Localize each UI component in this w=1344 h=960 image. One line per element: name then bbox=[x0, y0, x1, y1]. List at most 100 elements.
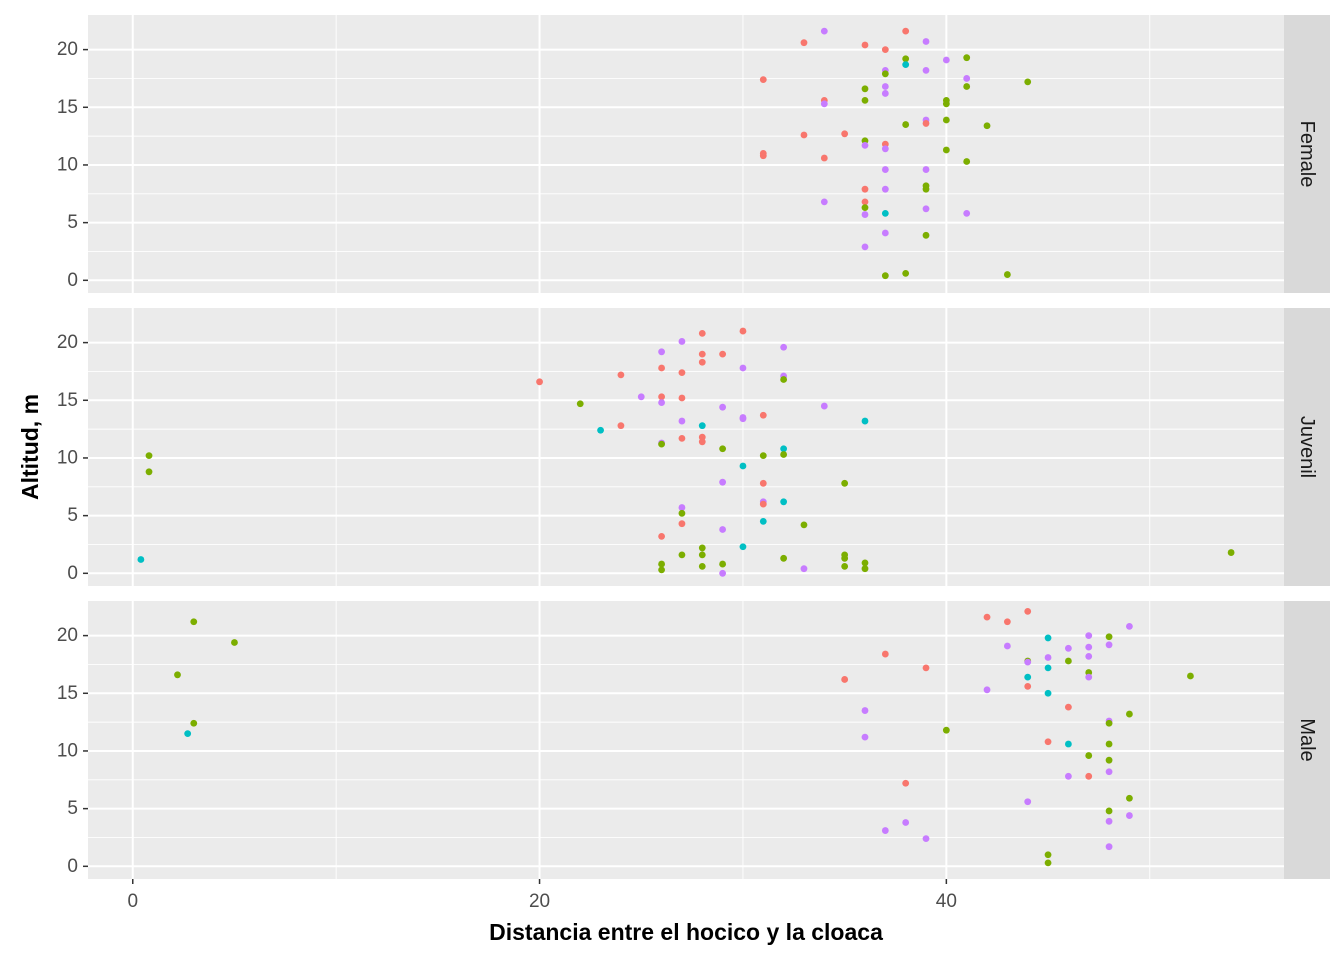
data-point bbox=[1105, 641, 1113, 649]
data-point bbox=[780, 343, 788, 351]
data-point bbox=[1105, 633, 1113, 641]
data-point bbox=[1126, 710, 1133, 718]
data-point bbox=[881, 83, 889, 90]
data-point bbox=[841, 676, 849, 683]
data-point bbox=[1024, 673, 1032, 681]
data-point bbox=[881, 90, 889, 97]
data-point bbox=[881, 272, 889, 280]
x-tick-label: 20 bbox=[529, 891, 550, 912]
data-point bbox=[759, 479, 767, 487]
data-point bbox=[922, 205, 930, 213]
data-point bbox=[698, 562, 706, 570]
data-point bbox=[922, 38, 930, 45]
data-point bbox=[902, 819, 910, 826]
y-tick-label: 5 bbox=[67, 505, 78, 526]
data-point bbox=[1003, 618, 1011, 626]
data-point bbox=[678, 520, 686, 528]
data-point bbox=[902, 269, 910, 277]
data-point bbox=[1024, 658, 1032, 666]
facet-strip bbox=[1284, 601, 1330, 879]
facet-strip-label: Juvenil bbox=[1296, 416, 1318, 478]
data-point bbox=[658, 399, 665, 406]
data-point bbox=[1064, 644, 1072, 652]
data-point bbox=[719, 526, 727, 533]
data-point bbox=[841, 562, 849, 570]
data-point bbox=[963, 210, 971, 217]
data-point bbox=[861, 211, 869, 218]
data-point bbox=[698, 438, 706, 446]
data-point bbox=[678, 369, 686, 376]
data-point bbox=[922, 664, 930, 672]
data-point bbox=[759, 518, 767, 525]
data-point bbox=[902, 779, 910, 787]
panel-background bbox=[88, 601, 1284, 879]
y-tick-label: 15 bbox=[57, 97, 78, 118]
data-point bbox=[861, 141, 869, 149]
y-tick-label: 0 bbox=[67, 270, 78, 291]
data-point bbox=[739, 364, 747, 372]
data-point bbox=[1064, 703, 1072, 711]
data-point bbox=[800, 39, 808, 47]
data-point bbox=[1064, 772, 1072, 780]
data-point bbox=[841, 130, 849, 138]
data-point bbox=[536, 378, 543, 386]
y-tick-label: 0 bbox=[67, 856, 78, 877]
data-point bbox=[983, 686, 991, 694]
data-point bbox=[861, 204, 869, 212]
data-point bbox=[820, 198, 828, 206]
data-point bbox=[881, 145, 889, 153]
data-point bbox=[881, 210, 889, 217]
y-tick-label: 20 bbox=[57, 332, 78, 353]
data-point bbox=[739, 415, 747, 423]
y-tick-label: 10 bbox=[57, 740, 78, 761]
data-point bbox=[190, 618, 198, 626]
data-point bbox=[861, 41, 869, 49]
x-tick-label: 0 bbox=[127, 891, 138, 912]
data-point bbox=[1044, 634, 1052, 642]
data-point bbox=[780, 376, 788, 383]
data-point bbox=[983, 613, 991, 621]
data-point bbox=[617, 371, 625, 379]
data-point bbox=[1024, 78, 1032, 86]
data-point bbox=[902, 121, 910, 128]
data-point bbox=[759, 76, 767, 83]
data-point bbox=[174, 671, 181, 679]
facet-strip bbox=[1284, 308, 1330, 586]
data-point bbox=[963, 75, 971, 82]
y-axis-title: Altitud, m bbox=[17, 394, 43, 500]
data-point bbox=[597, 426, 604, 434]
data-point bbox=[1044, 851, 1052, 859]
data-point bbox=[800, 131, 808, 139]
data-point bbox=[658, 560, 665, 568]
y-tick-label: 15 bbox=[57, 390, 78, 411]
data-point bbox=[719, 569, 727, 577]
data-point bbox=[1126, 794, 1133, 802]
data-point bbox=[1085, 752, 1093, 759]
data-point bbox=[698, 551, 706, 559]
data-point bbox=[861, 417, 869, 425]
data-point bbox=[780, 445, 788, 453]
x-tick-label: 40 bbox=[936, 891, 957, 912]
data-point bbox=[719, 478, 727, 486]
x-axis-title: Distancia entre el hocico y la cloaca bbox=[489, 919, 883, 945]
data-point bbox=[820, 27, 828, 35]
data-point bbox=[780, 498, 788, 506]
data-point bbox=[698, 350, 706, 358]
data-point bbox=[1024, 607, 1032, 615]
data-point bbox=[658, 364, 665, 372]
data-point bbox=[190, 719, 198, 727]
data-point bbox=[861, 707, 869, 714]
data-point bbox=[861, 733, 869, 741]
data-point bbox=[719, 445, 727, 453]
data-point bbox=[719, 403, 727, 411]
data-point bbox=[922, 231, 930, 239]
y-tick-label: 5 bbox=[67, 212, 78, 233]
data-point bbox=[698, 358, 706, 366]
data-point bbox=[1105, 719, 1113, 727]
data-point bbox=[922, 166, 930, 173]
data-point bbox=[861, 243, 869, 251]
data-point bbox=[658, 532, 665, 540]
data-point bbox=[780, 451, 788, 458]
data-point bbox=[1085, 632, 1093, 640]
data-point bbox=[820, 154, 828, 162]
